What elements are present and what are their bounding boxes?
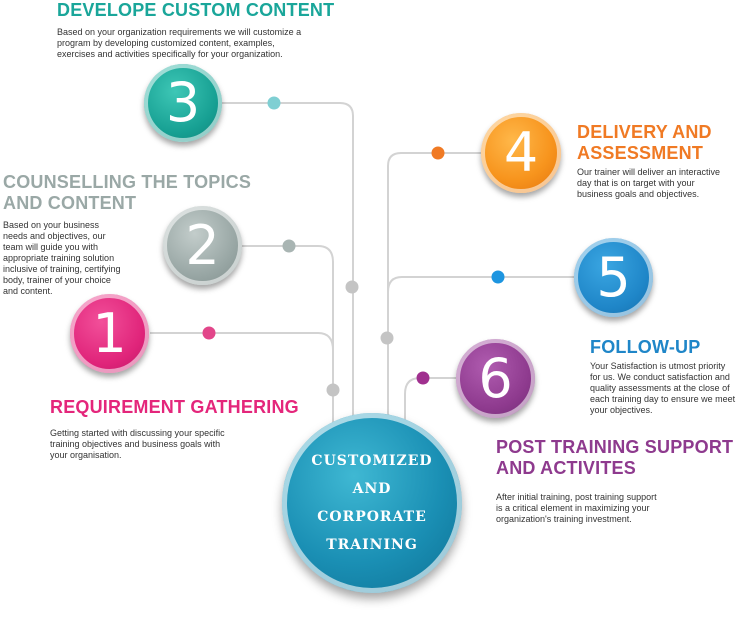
dot-step-6 — [416, 371, 430, 385]
step-6-description: After initial training, post training su… — [496, 492, 657, 524]
step-6-number: 6 — [478, 346, 513, 410]
dot-step-3-join — [345, 280, 359, 294]
step-1-title: REQUIREMENT GATHERING — [50, 397, 299, 417]
step-5-description: Your Satisfaction is utmost priority for… — [590, 361, 736, 415]
step-6-circle: 6 — [456, 339, 535, 418]
step-2-circle: 2 — [163, 206, 242, 285]
center-line: CORPORATE — [317, 509, 427, 525]
step-5-number: 5 — [596, 245, 631, 309]
step-3-title: DEVELOPE CUSTOM CONTENT — [57, 0, 335, 20]
dot-step-3 — [267, 96, 281, 110]
dot-step-5-join — [380, 331, 394, 345]
step-3-number: 3 — [165, 71, 201, 134]
connector-step-1 — [150, 332, 334, 425]
center-line: AND — [352, 481, 392, 497]
center-title: CUSTOMIZED AND CORPORATE TRAINING — [292, 447, 452, 559]
dot-step-1 — [202, 326, 216, 340]
connector-step-5 — [387, 276, 575, 418]
step-6-title: POST TRAINING SUPPORT AND ACTIVITES — [496, 437, 734, 478]
step-1-number: 1 — [92, 301, 127, 365]
step-2-number: 2 — [185, 213, 220, 277]
center-circle: CUSTOMIZED AND CORPORATE TRAINING — [282, 413, 462, 593]
step-3-circle: 3 — [144, 64, 222, 142]
step-2-description: Based on your business needs and objecti… — [3, 220, 121, 296]
step-4-description: Our trainer will deliver an interactive … — [577, 167, 721, 199]
step-5-circle: 5 — [574, 238, 653, 317]
step-4-number: 4 — [503, 121, 539, 184]
dot-step-4 — [431, 146, 445, 160]
step-2-title: COUNSELLING THE TOPICS AND CONTENT — [3, 172, 252, 213]
connector-step-3 — [222, 102, 354, 418]
dot-step-1-join — [326, 383, 340, 397]
center-line: CUSTOMIZED — [311, 453, 433, 469]
connector-step-4 — [387, 152, 482, 418]
connector-step-6 — [404, 377, 458, 425]
step-5-title: FOLLOW-UP — [590, 337, 701, 357]
step-3-description: Based on your organization requirements … — [57, 27, 302, 59]
step-1-circle: 1 — [70, 294, 149, 373]
step-4-title: DELIVERY AND ASSESSMENT — [577, 122, 712, 163]
dot-step-5 — [491, 270, 505, 284]
step-4-circle: 4 — [481, 113, 561, 193]
step-1-description: Getting started with discussing your spe… — [50, 428, 225, 460]
center-line: TRAINING — [326, 537, 418, 553]
connector-step-2 — [242, 245, 334, 420]
dot-step-2 — [282, 239, 296, 253]
